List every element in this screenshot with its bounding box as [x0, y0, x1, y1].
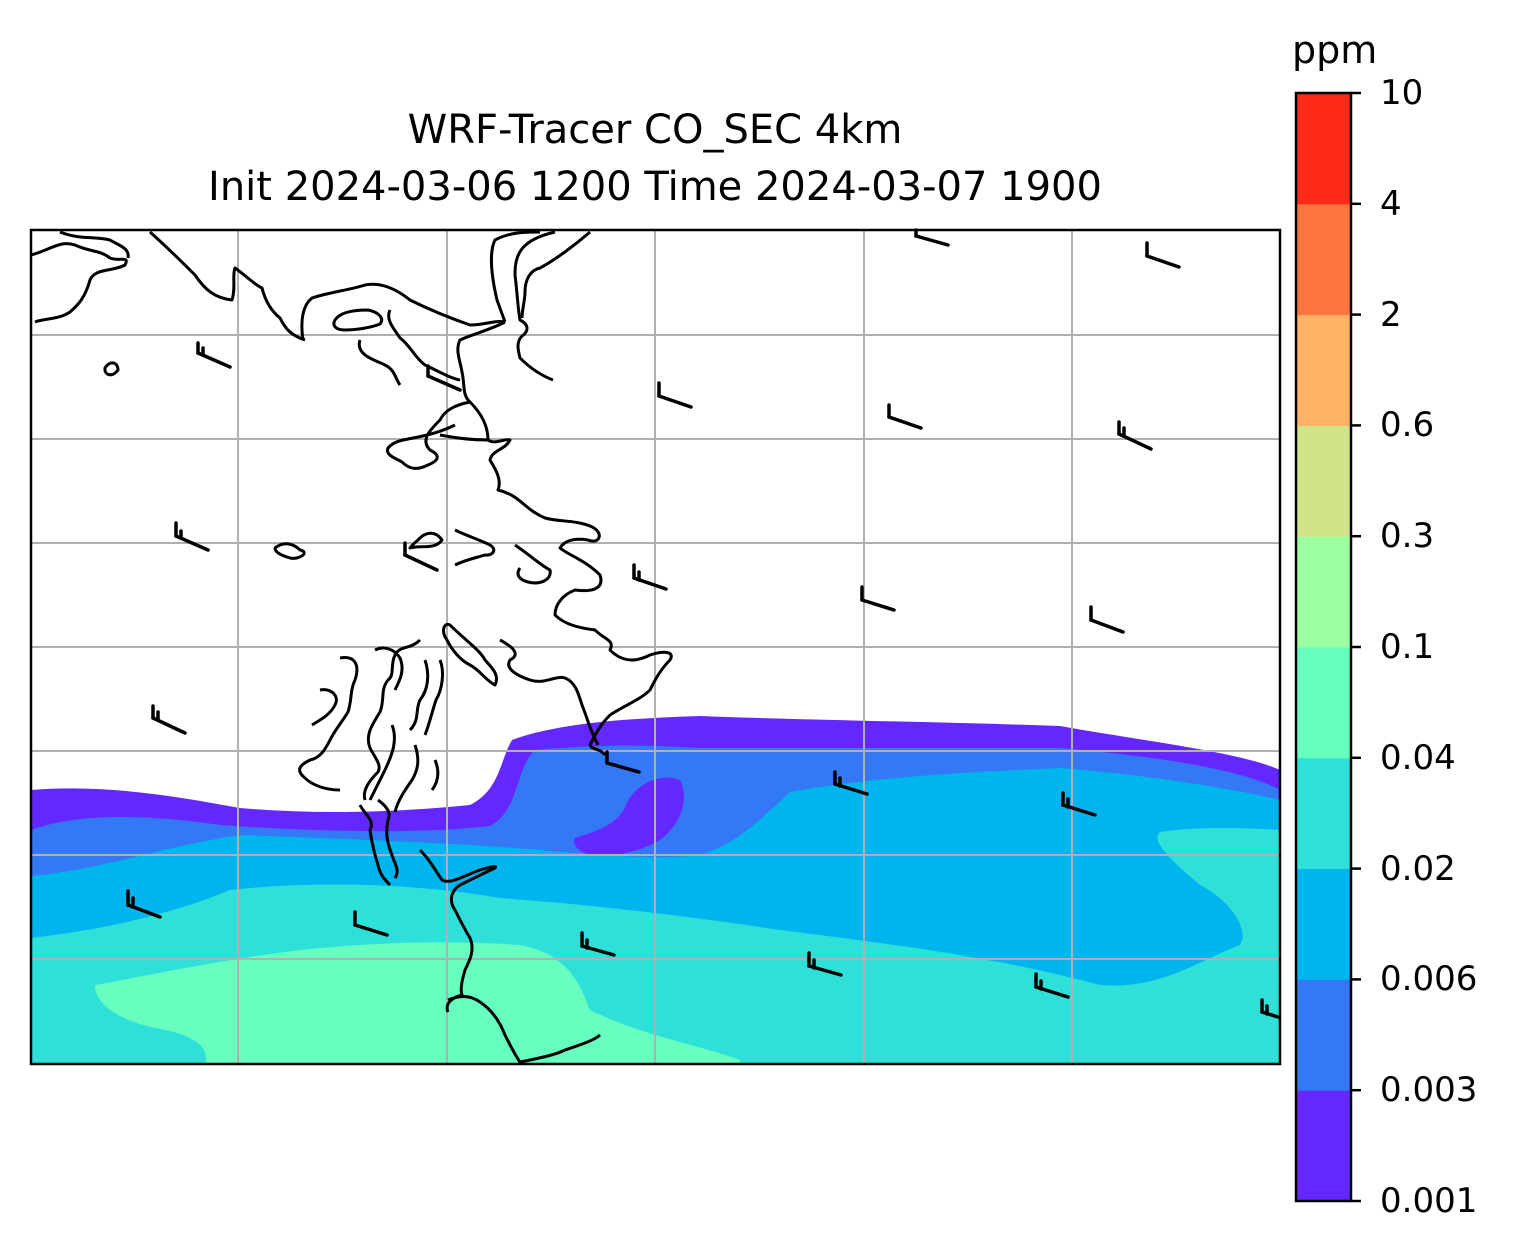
- coastline: [31, 230, 673, 1064]
- wind-barb-icon: [1061, 791, 1097, 817]
- wind-barb-icon: [1117, 420, 1153, 451]
- wind-barbs: [126, 228, 1280, 1019]
- wind-barb-icon: [353, 910, 389, 937]
- contour-band-0.04: [95, 942, 740, 1064]
- map-title-line1: WRF-Tracer CO_SEC 4km: [407, 107, 903, 153]
- wind-barb-icon: [914, 228, 950, 247]
- wind-barb-icon: [403, 541, 439, 572]
- contour-pocket-0.001: [574, 777, 684, 856]
- colorbar-tick-label: 0.02: [1380, 848, 1456, 889]
- colorbar-tick-label: 4: [1380, 183, 1402, 224]
- wind-barb-icon: [1145, 241, 1181, 269]
- map-frame: [29, 228, 1282, 1066]
- wind-barb-icon: [833, 770, 869, 796]
- colorbar-tick-label: 0.003: [1380, 1070, 1478, 1111]
- colorbar-frame: [1294, 91, 1353, 1203]
- colorbar-swatch-4: [1296, 93, 1351, 205]
- wind-barb-icon: [196, 341, 232, 369]
- colorbar-swatch-0.3: [1296, 425, 1351, 537]
- colorbar-unit-label: ppm: [1292, 28, 1378, 72]
- colorbar-swatch-0.006: [1296, 868, 1351, 980]
- colorbar: [1296, 91, 1361, 1203]
- colorbar-swatch-0.04: [1296, 647, 1351, 759]
- map-title-line2: Init 2024-03-06 1200 Time 2024-03-07 190…: [208, 164, 1102, 210]
- colorbar-swatch-0.6: [1296, 314, 1351, 426]
- colorbar-swatch-0.1: [1296, 536, 1351, 648]
- wind-barb-icon: [657, 381, 693, 409]
- colorbar-tick-label: 0.006: [1380, 959, 1478, 1000]
- wind-barb-icon: [605, 750, 641, 774]
- wind-barb-icon: [887, 403, 923, 430]
- wind-barb-icon: [174, 521, 210, 552]
- wind-barb-icon: [632, 563, 668, 591]
- wind-barb-icon: [426, 364, 462, 392]
- colorbar-tick-label: 10: [1380, 73, 1424, 113]
- wind-barb-icon: [1034, 972, 1070, 999]
- map-gridlines: [31, 230, 1280, 1064]
- wind-barb-icon: [1260, 998, 1280, 1019]
- colorbar-tick-label: 2: [1380, 294, 1402, 335]
- colorbar-tick-label: 0.001: [1380, 1181, 1478, 1221]
- colorbar-tick-label: 0.6: [1380, 405, 1435, 446]
- colorbar-swatch-0.003: [1296, 979, 1351, 1091]
- wind-barb-icon: [580, 931, 616, 957]
- wind-barb-icon: [807, 951, 843, 977]
- colorbar-tick-label: 0.3: [1380, 516, 1435, 557]
- colorbar-tick-label: 0.1: [1380, 627, 1435, 667]
- colorbar-swatch-0.001: [1296, 1090, 1351, 1202]
- colorbar-swatch-2: [1296, 203, 1351, 316]
- colorbar-swatch-0.02: [1296, 757, 1351, 870]
- wind-barb-icon: [126, 889, 162, 919]
- colorbar-tick-label: 0.04: [1380, 737, 1456, 778]
- wind-barb-icon: [1089, 605, 1125, 634]
- wind-barb-icon: [860, 585, 896, 612]
- wind-barb-icon: [151, 704, 187, 735]
